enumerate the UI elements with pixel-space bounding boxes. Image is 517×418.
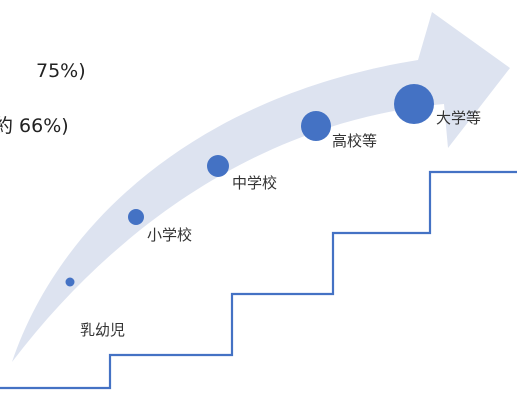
clipped-text-line-2: 約 66%) [0,115,69,137]
stage-label-university: 大学等 [436,109,482,127]
stage-dot-junior-high [207,155,229,177]
stage-label-high-school: 高校等 [332,132,378,150]
growth-arrow [12,12,510,362]
stage-label-elementary: 小学校 [147,226,193,244]
stage-dot-high-school [301,111,331,141]
stage-dot-infant [65,277,75,287]
stage-dot-elementary [128,209,144,225]
clipped-text-line-1: 75%) [36,60,86,82]
stage-label-infant: 乳幼児 [80,321,126,339]
stage-dot-university [394,84,434,124]
staircase-line [0,170,517,390]
stage-label-junior-high: 中学校 [232,174,278,192]
